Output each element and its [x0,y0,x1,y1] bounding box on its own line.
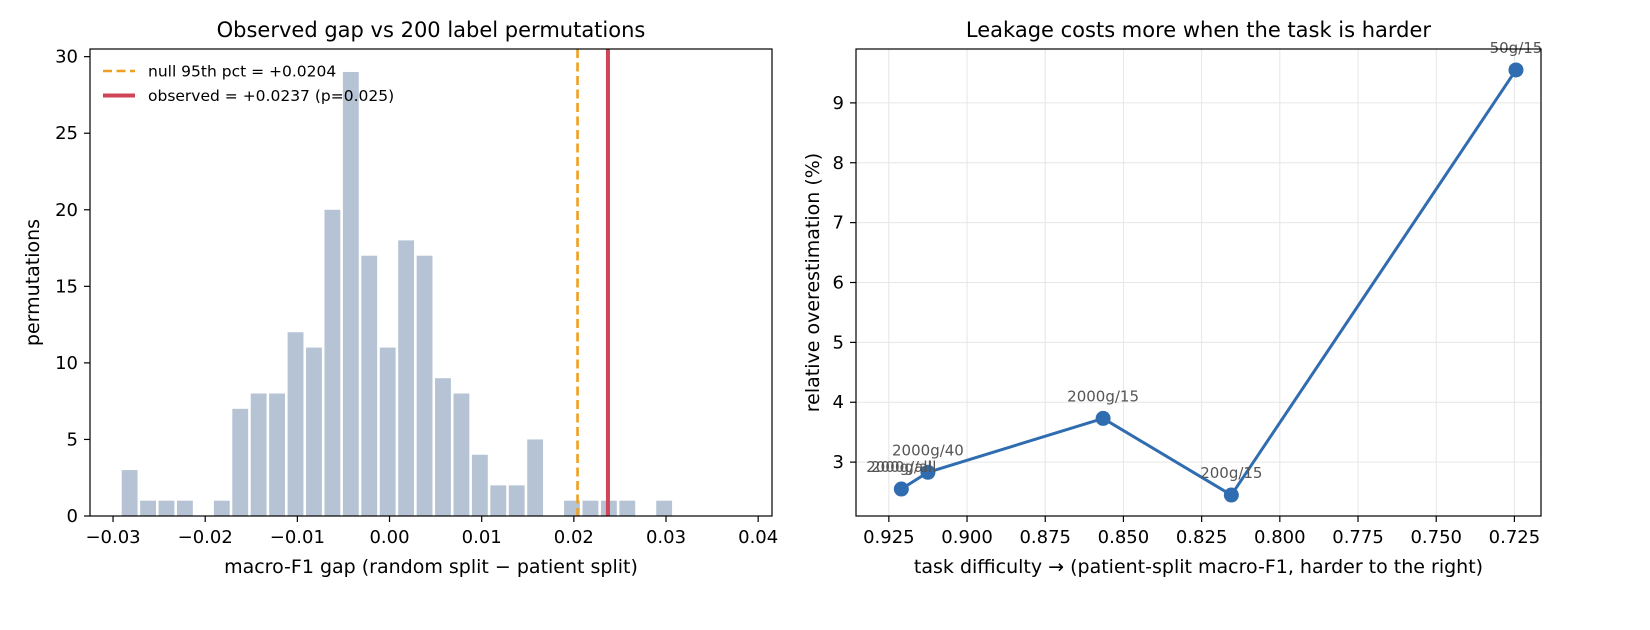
y-tick-label: 5 [833,332,844,353]
histogram-bar [140,500,156,516]
histogram-axes-frame [89,48,773,517]
histogram-title: Observed gap vs 200 label permutations [217,18,646,42]
histogram-bar [121,470,138,516]
x-tick-label: 0.03 [646,527,686,548]
histogram-bar [158,500,175,516]
overestimation-points [893,62,1524,503]
point-label-200g-15: 200g/15 [1200,464,1262,482]
histogram-y-axis-label: permutations [22,219,44,346]
histogram-y-ticks: 0 5 10 15 20 25 30 [55,47,90,527]
data-point-2000g-all [893,481,909,497]
x-tick-label: 0.750 [1410,527,1462,548]
point-label-2000g-all: 2000g/all [866,458,936,476]
y-tick-label: 20 [55,200,78,221]
histogram-bar [619,500,636,516]
histogram-bar [213,500,230,516]
legend-label-observed: observed = +0.0237 (p=0.025) [148,87,394,105]
line-panel: Leakage costs more when the task is hard… [802,18,1542,578]
y-tick-label: 4 [833,392,844,413]
histogram-bar [379,347,396,516]
x-tick-label: 0.800 [1254,527,1306,548]
histogram-bar [416,255,433,516]
histogram-x-ticks: −0.03 −0.02 −0.01 0.00 0.01 0.02 0.03 0.04 [85,516,778,548]
histogram-bar [490,485,507,516]
x-tick-label: 0.725 [1489,527,1541,548]
y-tick-label: 7 [833,213,844,234]
point-label-200g-all: 200g/all [871,458,932,476]
y-tick-label: 30 [55,47,78,68]
y-tick-label: 15 [55,276,78,297]
histogram-bar [287,332,304,516]
line-chart-y-axis-label: relative overestimation (%) [802,153,824,412]
x-tick-label: 0.825 [1176,527,1228,548]
histogram-bar [306,347,322,516]
data-point-2000g-15 [1095,410,1111,426]
x-tick-label: 0.925 [863,527,915,548]
histogram-panel: Observed gap vs 200 label permutations −… [22,18,778,578]
data-point-200g-15 [1223,487,1239,503]
histogram-bar [250,393,267,516]
x-tick-label: 0.875 [1019,527,1071,548]
histogram-bars [121,71,673,517]
histogram-bar [398,240,415,517]
data-point-50g-15 [1508,62,1524,78]
data-point-2000g-40 [920,464,936,480]
x-tick-label: −0.01 [270,527,325,548]
y-tick-label: 0 [67,506,78,527]
histogram-bar [269,393,286,516]
line-chart-y-ticks: 3 4 5 6 7 8 9 [833,93,856,473]
line-chart-title: Leakage costs more when the task is hard… [966,18,1432,42]
histogram-bar [656,500,673,516]
legend-label-null-95th: null 95th pct = +0.0204 [148,63,336,81]
histogram-x-axis-label: macro-F1 gap (random split − patient spl… [224,556,638,578]
x-tick-label: 0.01 [462,527,502,548]
x-tick-label: −0.03 [85,527,140,548]
line-chart-x-axis-label: task difficulty → (patient-split macro-F… [914,556,1483,578]
line-chart-x-ticks: 0.925 0.900 0.875 0.850 0.825 0.800 0.775 0.750… [863,516,1540,548]
histogram-bar [453,393,470,516]
histogram-bar [471,454,488,516]
point-label-2000g-40: 2000g/40 [892,441,964,459]
histogram-bar [324,209,341,516]
y-tick-label: 3 [833,452,844,473]
x-tick-label: 0.775 [1332,527,1384,548]
y-tick-label: 25 [55,123,78,144]
line-chart-grid [856,49,1541,516]
x-tick-label: 0.04 [738,527,778,548]
x-tick-label: 0.00 [369,527,409,548]
histogram-bar [342,71,359,516]
histogram-bar [435,378,451,516]
point-label-50g-15: 50g/15 [1490,39,1543,57]
x-tick-label: −0.02 [178,527,233,548]
y-tick-label: 6 [833,273,844,294]
histogram-bar [361,255,378,516]
histogram-bar [508,485,525,516]
histogram-bar [232,408,249,516]
x-tick-label: 0.850 [1098,527,1150,548]
y-tick-label: 10 [55,353,78,374]
reference-lines [576,49,610,516]
histogram-legend: null 95th pct = +0.0204 observed = +0.02… [103,63,394,105]
histogram-bar [564,500,580,516]
x-tick-label: 0.02 [554,527,594,548]
y-tick-label: 9 [833,93,844,114]
point-label-2000g-15: 2000g/15 [1067,387,1139,405]
histogram-bar [527,439,544,516]
y-tick-label: 8 [833,153,844,174]
y-tick-label: 5 [67,429,78,450]
histogram-bar [177,500,193,516]
x-tick-label: 0.900 [941,527,993,548]
histogram-bar [582,500,599,516]
